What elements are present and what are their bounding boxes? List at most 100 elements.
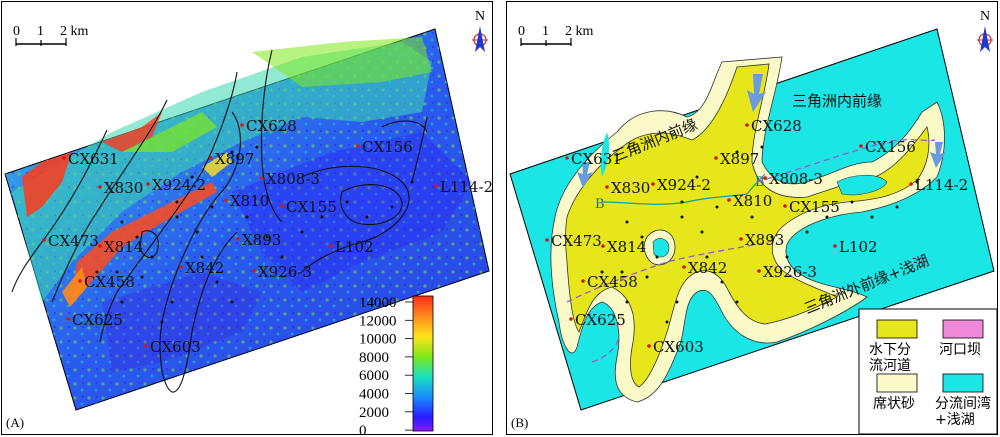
well-label: CX156 [362,138,413,156]
legend-swatch [942,373,984,393]
well-point [410,180,414,184]
well-point [95,270,99,274]
scale-1: 1 [37,24,44,39]
well-dot [179,265,183,269]
well-point [320,215,324,219]
well-label: X924-2 [152,176,206,194]
well-point [680,215,684,219]
well-dot [833,244,837,248]
well-dot [280,204,284,208]
legend-swatch [942,319,984,339]
well-dot [647,344,651,348]
well-label: CX473 [48,232,99,250]
well-label: X814 [104,238,143,256]
well-point [645,275,649,279]
well-label: X830 [104,179,143,197]
well-label: CX631 [68,150,119,168]
well-dot [651,182,655,186]
scale-0: 0 [518,24,525,39]
legend-label: 席状砂 [873,396,915,412]
scale-2km: 2 km [565,24,594,39]
well-dot [739,237,743,241]
well-label: X893 [242,231,281,249]
well-dot [763,176,767,180]
well-label: CX628 [751,117,802,135]
colorbar [412,295,434,432]
wells-layer: CX631 X830 X924-2 X897 CX628 X808-3 X810 CX155 C… [545,117,968,356]
legend-swatch [876,373,918,393]
well-dot [260,176,264,180]
well-dot [98,185,102,189]
colorbar-tick-label: 10000 [359,332,397,348]
well-dot [859,144,863,148]
north-arrow-icon: N [977,9,993,52]
well-point [120,300,124,304]
well-point [825,215,829,219]
well-label: L114-2 [440,178,493,196]
colorbar-ticks: 14000 12000 10000 8000 6000 4000 2000 0 [359,295,413,435]
well-label: CX625 [72,311,123,329]
well-point [230,300,234,304]
scale-bar: 0 1 2 km [518,24,594,46]
well-label: X808-3 [769,170,823,188]
well-label: X842 [185,259,224,277]
well-dot [682,265,686,269]
well-dot [144,344,148,348]
well-dot [745,123,749,127]
well-label: X926-3 [763,263,817,281]
well-dot [146,182,150,186]
well-point [195,230,199,234]
wells-layer: CX631 X830 X924-2 X897 CX628 X808-3 X810 CX155 C… [42,117,493,356]
scale-1: 1 [542,24,549,39]
zone-inner-front-top: 三角洲内前缘 [792,92,882,110]
well-label: L102 [335,238,374,256]
well-label: CX603 [150,338,201,356]
well-dot [62,156,66,160]
well-dot [224,198,228,202]
well-label: CX155 [286,198,337,216]
well-label: CX458 [587,273,638,291]
well-dot [727,198,731,202]
well-point [600,270,604,274]
well-point [735,150,739,154]
well-dot [581,279,585,283]
well-point [620,270,624,274]
distributary-channel [565,63,930,388]
legend-label: 分流间湾 [935,395,991,412]
well-point [760,145,764,149]
well-point [770,235,774,239]
well-label: CX156 [865,138,916,156]
colorbar-tick-label: 12000 [359,313,397,329]
north-arrow-icon: N [472,9,488,52]
well-point [365,215,369,219]
well-dot [757,269,761,273]
well-point [850,200,854,204]
well-label: CX473 [551,232,602,250]
north-label: N [475,9,485,24]
well-point [175,200,179,204]
well-point [700,230,704,234]
well-label: CX458 [84,273,135,291]
well-point [665,320,669,324]
well-point [215,280,219,284]
legend-label: 流河道 [869,358,911,374]
well-point [720,280,724,284]
well-point [135,235,139,239]
colorbar-tick-label: 0 [359,423,367,435]
well-dot [252,269,256,273]
contour-lines [11,49,428,393]
well-point [625,220,629,224]
well-point [750,215,754,219]
well-point [695,175,699,179]
well-label: CX603 [653,338,704,356]
colorbar-tick-label: 8000 [359,350,389,366]
well-point [640,235,644,239]
legend-label: 水下分 [869,342,911,358]
well-dot [434,184,438,188]
colorbar-tick-label: 2000 [359,405,389,421]
scale-2km: 2 km [60,24,89,39]
well-point [345,200,349,204]
legend-label: +浅湖 [935,412,975,428]
well-dot [236,237,240,241]
well-dot [783,204,787,208]
